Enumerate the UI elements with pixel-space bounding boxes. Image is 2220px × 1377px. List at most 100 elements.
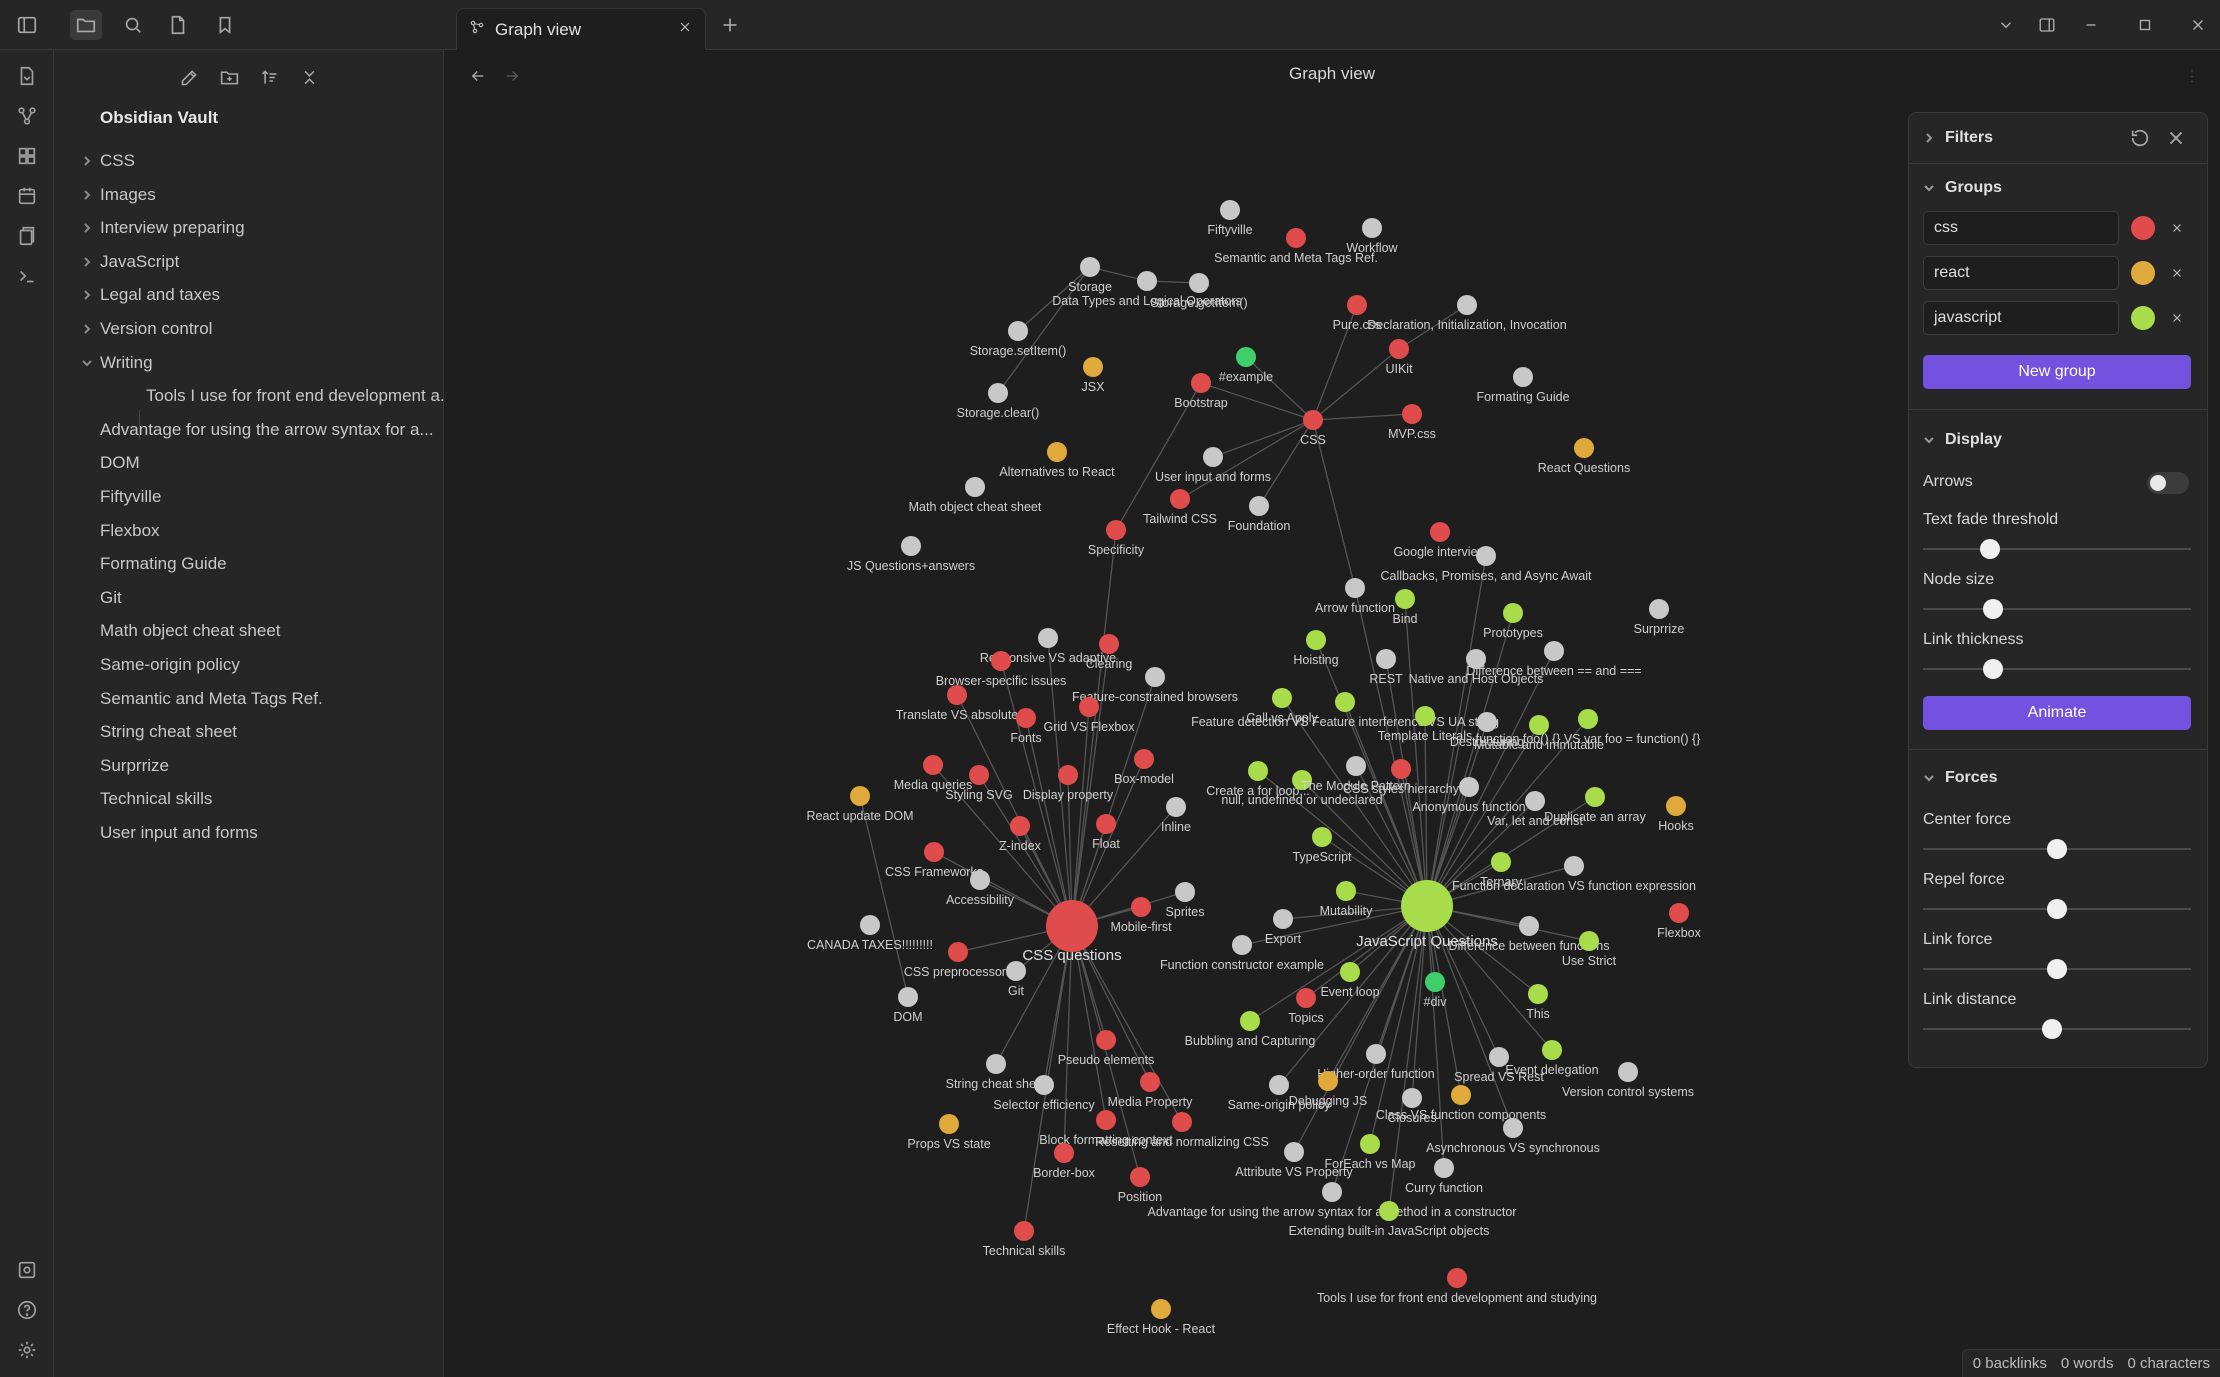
new-folder-icon[interactable]: [214, 62, 244, 92]
graph-node-dot[interactable]: [1175, 882, 1195, 902]
graph-node[interactable]: Media queries: [894, 755, 973, 792]
group-query-input[interactable]: css: [1923, 211, 2119, 245]
graph-node-dot[interactable]: [1336, 881, 1356, 901]
graph-node[interactable]: null, undefined or undeclared: [1221, 770, 1383, 807]
graph-node-dot[interactable]: [1544, 641, 1564, 661]
graph-node[interactable]: Extending built-in JavaScript objects: [1289, 1201, 1490, 1238]
folder-item[interactable]: Writing: [74, 348, 434, 378]
graph-node[interactable]: Storage.setItem(): [970, 321, 1067, 358]
graph-node-dot[interactable]: [1273, 909, 1293, 929]
graph-node-dot[interactable]: [1249, 496, 1269, 516]
graph-node-dot[interactable]: [1447, 1268, 1467, 1288]
graph-node[interactable]: Effect Hook - React: [1107, 1299, 1216, 1336]
graph-node[interactable]: This: [1526, 984, 1550, 1021]
graph-node[interactable]: Resetting and normalizing CSS: [1095, 1112, 1269, 1149]
tab-graph-view[interactable]: Graph view: [456, 8, 706, 50]
graph-node-dot[interactable]: [1303, 410, 1323, 430]
graph-node-dot[interactable]: [1106, 520, 1126, 540]
terminal-icon[interactable]: [11, 260, 43, 292]
graph-node[interactable]: Box-model: [1114, 749, 1174, 786]
graph-node-dot[interactable]: [965, 477, 985, 497]
group-color-swatch[interactable]: [2131, 306, 2155, 330]
graph-node[interactable]: Mutable and immutable: [1474, 715, 1604, 752]
new-tab-icon[interactable]: [714, 10, 746, 40]
graph-node-dot[interactable]: [1010, 816, 1030, 836]
graph-node[interactable]: Pure.css: [1333, 295, 1382, 332]
vault-switcher-icon[interactable]: [11, 1254, 43, 1286]
graph-node[interactable]: Function declaration VS function express…: [1452, 856, 1696, 893]
graph-node[interactable]: Google interview: [1393, 522, 1488, 559]
graph-node[interactable]: Tailwind CSS: [1143, 489, 1217, 526]
display-section-header[interactable]: Display: [1923, 431, 2002, 449]
graph-node[interactable]: Spread VS Rest: [1454, 1047, 1544, 1084]
graph-node-dot[interactable]: [1434, 1158, 1454, 1178]
graph-node-dot[interactable]: [1519, 916, 1539, 936]
bookmark-icon[interactable]: [209, 10, 241, 40]
graph-node[interactable]: Var, let and const: [1487, 791, 1583, 828]
graph-node-dot[interactable]: [988, 383, 1008, 403]
graph-node-dot[interactable]: [1296, 988, 1316, 1008]
graph-node[interactable]: Browser-specific issues: [936, 651, 1067, 688]
graph-node[interactable]: Responsive VS adaptive: [980, 628, 1116, 665]
file-item[interactable]: User input and forms: [74, 818, 434, 848]
graph-node[interactable]: Arrow function: [1315, 578, 1395, 615]
graph-node-dot[interactable]: [1669, 903, 1689, 923]
file-item[interactable]: Tools I use for front end development a.…: [120, 381, 480, 411]
graph-node-dot[interactable]: [1269, 1075, 1289, 1095]
file-item[interactable]: Surprrize: [74, 751, 434, 781]
graph-node[interactable]: Event loop: [1320, 962, 1380, 999]
graph-node[interactable]: Higher-order function: [1317, 1044, 1435, 1081]
graph-node[interactable]: Template Literals: [1378, 706, 1473, 743]
graph-node-dot[interactable]: [1425, 972, 1445, 992]
graph-node-dot[interactable]: [1096, 1110, 1116, 1130]
graph-node-dot[interactable]: [1232, 935, 1252, 955]
graph-node[interactable]: Specificity: [1088, 520, 1145, 557]
graph-node[interactable]: function foo() {} VS var foo = function(…: [1476, 709, 1701, 746]
group-color-swatch[interactable]: [2131, 261, 2155, 285]
reset-icon[interactable]: [2129, 127, 2151, 149]
graph-node[interactable]: Asynchronous VS synchronous: [1426, 1118, 1600, 1155]
graph-node[interactable]: The Module Pattern: [1301, 756, 1411, 793]
folder-item[interactable]: CSS: [74, 146, 434, 176]
remove-group-icon[interactable]: [2167, 218, 2187, 238]
graph-node-dot[interactable]: [1170, 489, 1190, 509]
graph-node[interactable]: Declaration, Initialization, Invocation: [1367, 295, 1567, 332]
graph-node[interactable]: Tools I use for front end development an…: [1317, 1268, 1597, 1305]
graph-node-dot[interactable]: [1618, 1062, 1638, 1082]
graph-node-dot[interactable]: [1140, 1072, 1160, 1092]
graph-node[interactable]: Mobile-first: [1110, 897, 1172, 934]
graph-node[interactable]: Border-box: [1033, 1143, 1096, 1180]
graph-node[interactable]: Export: [1265, 909, 1302, 946]
folder-item[interactable]: Interview preparing: [74, 213, 434, 243]
graph-node-dot[interactable]: [1166, 797, 1186, 817]
close-tab-icon[interactable]: [677, 19, 693, 40]
graph-node-dot[interactable]: [1083, 357, 1103, 377]
close-panel-icon[interactable]: [2165, 127, 2187, 149]
graph-node[interactable]: Curry function: [1405, 1158, 1483, 1195]
graph-node-dot[interactable]: [1529, 715, 1549, 735]
slider-thumb[interactable]: [2047, 959, 2067, 979]
graph-node[interactable]: Debugging JS: [1289, 1071, 1368, 1108]
chevron-down-icon[interactable]: [1986, 10, 2026, 40]
graph-node-dot[interactable]: [1248, 761, 1268, 781]
graph-node-dot[interactable]: [924, 842, 944, 862]
graph-node[interactable]: Semantic and Meta Tags Ref.: [1214, 228, 1378, 265]
graph-node-dot[interactable]: [1477, 712, 1497, 732]
graph-node-dot[interactable]: [1430, 522, 1450, 542]
graph-node[interactable]: CANADA TAXES!!!!!!!!!: [807, 915, 933, 952]
graph-node[interactable]: Hoisting: [1293, 630, 1339, 667]
graph-node-dot[interactable]: [1402, 1088, 1422, 1108]
link-distance-slider[interactable]: [1923, 1019, 2191, 1039]
graph-node[interactable]: JavaScript Questions: [1356, 880, 1498, 950]
graph-node[interactable]: Accessibility: [946, 870, 1015, 907]
back-arrow-icon[interactable]: [464, 62, 492, 90]
graph-node-dot[interactable]: [1401, 880, 1453, 932]
graph-node-dot[interactable]: [1014, 1221, 1034, 1241]
graph-node[interactable]: CSS preprocessors: [904, 942, 1012, 979]
graph-node-dot[interactable]: [1459, 777, 1479, 797]
graph-node[interactable]: Media Property: [1108, 1072, 1194, 1109]
graph-node-dot[interactable]: [1137, 271, 1157, 291]
graph-node[interactable]: Callbacks, Promises, and Async Await: [1381, 546, 1593, 583]
graph-node-dot[interactable]: [1096, 1030, 1116, 1050]
link-thickness-slider[interactable]: [1923, 659, 2191, 679]
